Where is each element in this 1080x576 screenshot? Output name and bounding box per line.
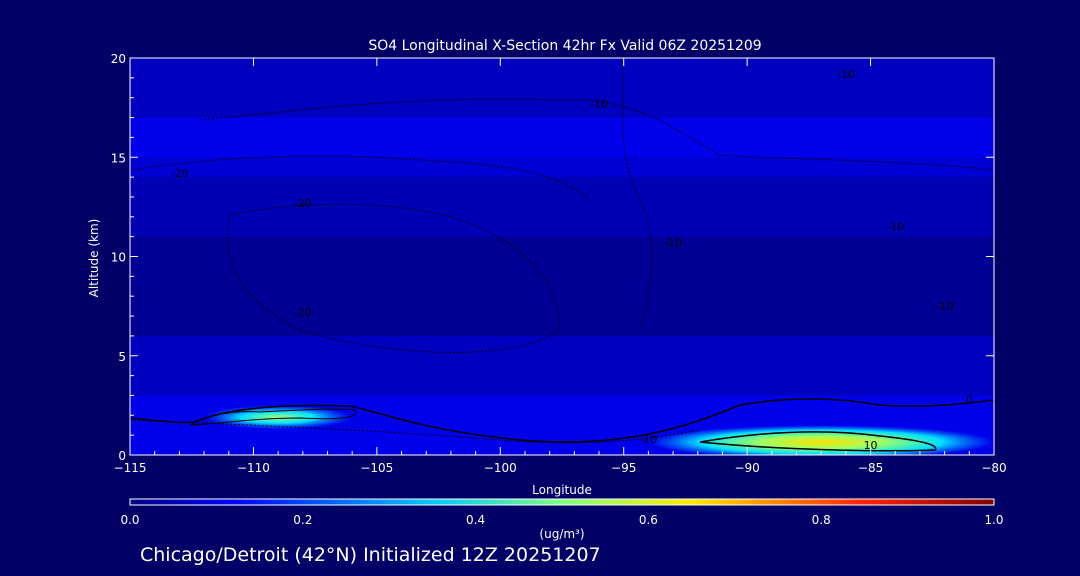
x-tick-label-5: −90	[734, 461, 759, 475]
y-axis: 0 5 10 15 20	[111, 52, 994, 463]
colorbar-unit-label: (ug/m³)	[539, 527, 584, 541]
contour-labels: -10 -10 -10 -10 -10 -10 -20 -20 -20 0 10	[170, 68, 972, 452]
contour-label-8: -20	[294, 306, 312, 319]
x-tick-label-6: −85	[858, 461, 883, 475]
x-tick-label-3: −100	[484, 461, 517, 475]
colorbar-tick-label-5: 1.0	[984, 513, 1003, 527]
x-axis: −115 −110 −105 −100 −95 −90 −85 −80	[114, 58, 1007, 475]
x-tick-label-0: −115	[114, 461, 147, 475]
contour-label-1: -10	[590, 98, 608, 111]
footer-caption: Chicago/Detroit (42°N) Initialized 12Z 2…	[140, 544, 601, 566]
band-3	[130, 177, 994, 237]
contour-line-minus10-surface	[130, 419, 701, 444]
contour-label-9: 0	[966, 393, 973, 406]
x-axis-label: Longitude	[532, 483, 592, 497]
y-tick-label-1: 5	[118, 350, 126, 364]
plume-1	[648, 425, 994, 455]
band-2	[130, 157, 994, 178]
band-5	[130, 335, 994, 396]
x-tick-label-2: −105	[360, 461, 393, 475]
contour-line-western-plume-edge	[189, 408, 357, 426]
contour-label-7: -20	[294, 197, 312, 210]
colorbar: 0.0 0.2 0.4 0.6 0.8 1.0 (ug/m³)	[120, 498, 1004, 541]
plot-area: -10 -10 -10 -10 -10 -10 -20 -20 -20 0 10	[130, 58, 994, 455]
contour-label-0: -10	[837, 68, 855, 81]
y-tick-label-2: 10	[111, 251, 126, 265]
colorbar-tick-label-2: 0.4	[466, 513, 485, 527]
colorbar-ticks: 0.0 0.2 0.4 0.6 0.8 1.0	[120, 513, 1003, 527]
band-0	[130, 58, 994, 118]
colorbar-gradient	[129, 498, 995, 506]
contour-label-10: 10	[864, 439, 878, 452]
x-tick-label-1: −110	[237, 461, 270, 475]
contour-label-6: -20	[170, 167, 188, 180]
contour-line-minus20	[130, 155, 591, 201]
contour-line-minus10-upper	[199, 98, 994, 171]
colorbar-tick-label-3: 0.6	[639, 513, 658, 527]
y-tick-label-0: 0	[118, 449, 126, 463]
band-4	[130, 236, 994, 336]
y-tick-label-4: 20	[111, 52, 126, 66]
temperature-contour-lines	[130, 59, 994, 452]
contour-label-5: -10	[639, 433, 657, 446]
colorbar-tick-label-4: 0.8	[812, 513, 831, 527]
band-1	[130, 117, 994, 158]
contour-label-2: -10	[886, 221, 904, 234]
x-tick-label-4: −95	[611, 461, 636, 475]
chart-title: SO4 Longitudinal X-Section 42hr Fx Valid…	[368, 38, 761, 54]
colorbar-tick-label-0: 0.0	[120, 513, 139, 527]
colorbar-tick-label-1: 0.2	[293, 513, 312, 527]
contour-label-3: -10	[936, 300, 954, 313]
contour-label-4: -10	[664, 237, 682, 250]
y-axis-label: Altitude (km)	[87, 219, 101, 298]
y-tick-label-3: 15	[111, 151, 126, 165]
concentration-bands	[130, 58, 994, 455]
x-tick-label-7: −80	[981, 461, 1006, 475]
contour-line-10	[699, 430, 937, 452]
